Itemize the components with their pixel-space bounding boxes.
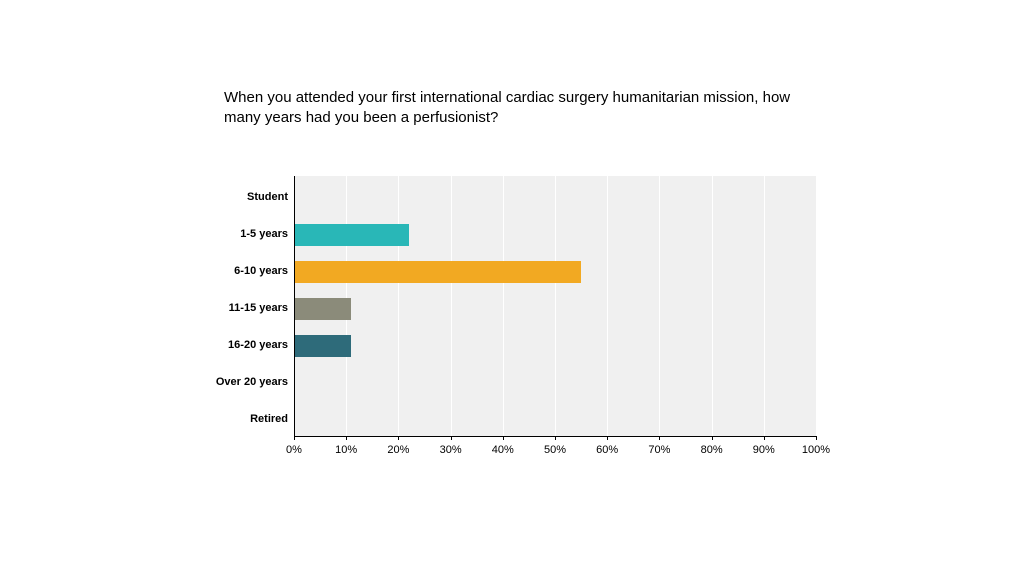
- y-axis-label: 11-15 years: [203, 302, 288, 314]
- x-tick: [398, 436, 399, 440]
- x-tick: [346, 436, 347, 440]
- gridline: [555, 176, 556, 436]
- x-axis-label: 10%: [335, 444, 357, 456]
- x-tick: [764, 436, 765, 440]
- chart-area: 0%10%20%30%40%50%60%70%80%90%100%Student…: [206, 176, 816, 464]
- bar: [294, 335, 351, 357]
- y-axis-label: 1-5 years: [203, 228, 288, 240]
- x-axis-label: 20%: [387, 444, 409, 456]
- x-tick: [555, 436, 556, 440]
- plot-area: [294, 176, 816, 436]
- x-axis-label: 0%: [286, 444, 302, 456]
- bar: [294, 298, 351, 320]
- gridline: [816, 176, 817, 436]
- x-tick: [659, 436, 660, 440]
- x-tick: [503, 436, 504, 440]
- x-tick: [816, 436, 817, 440]
- x-tick: [294, 436, 295, 440]
- x-tick: [451, 436, 452, 440]
- x-axis-label: 90%: [753, 444, 775, 456]
- x-axis-label: 50%: [544, 444, 566, 456]
- gridline: [659, 176, 660, 436]
- bar: [294, 261, 581, 283]
- x-axis-label: 30%: [440, 444, 462, 456]
- x-tick: [712, 436, 713, 440]
- y-axis: [294, 176, 295, 436]
- y-axis-label: Retired: [203, 413, 288, 425]
- chart-title: When you attended your first internation…: [224, 88, 824, 129]
- gridline: [712, 176, 713, 436]
- y-axis-label: 16-20 years: [203, 339, 288, 351]
- y-axis-label: Over 20 years: [203, 376, 288, 388]
- x-axis-label: 60%: [596, 444, 618, 456]
- x-tick: [607, 436, 608, 440]
- gridline: [503, 176, 504, 436]
- gridline: [398, 176, 399, 436]
- y-axis-label: Student: [203, 191, 288, 203]
- gridline: [607, 176, 608, 436]
- gridline: [451, 176, 452, 436]
- x-axis-label: 70%: [648, 444, 670, 456]
- bar: [294, 224, 409, 246]
- y-axis-label: 6-10 years: [203, 265, 288, 277]
- gridline: [764, 176, 765, 436]
- x-axis-label: 40%: [492, 444, 514, 456]
- x-axis-label: 80%: [701, 444, 723, 456]
- x-axis-label: 100%: [802, 444, 830, 456]
